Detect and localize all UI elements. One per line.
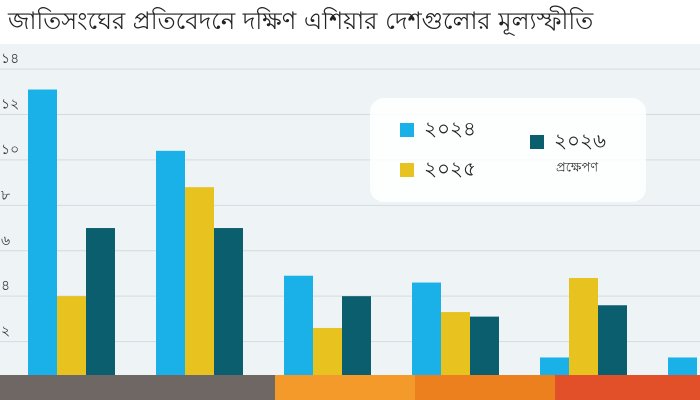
bar xyxy=(214,228,243,387)
y-tick-label: ৮ xyxy=(1,187,10,203)
bar xyxy=(28,89,57,387)
legend-swatch xyxy=(530,135,544,149)
bar xyxy=(569,278,598,387)
bar xyxy=(441,312,470,387)
y-tick-label: ৬ xyxy=(1,233,10,249)
legend-swatch xyxy=(400,123,414,137)
band xyxy=(415,375,555,400)
title-bar xyxy=(0,0,700,44)
bar xyxy=(598,305,627,387)
band xyxy=(0,375,275,400)
y-tick-label: ৪ xyxy=(1,278,10,294)
legend-label: ২০২৫ xyxy=(424,157,476,181)
bar xyxy=(412,282,441,387)
bar xyxy=(284,275,313,387)
bar xyxy=(57,296,86,387)
legend-label: ২০২৬ xyxy=(554,129,606,153)
legend-box xyxy=(370,98,646,202)
bar xyxy=(342,296,371,387)
bar xyxy=(156,150,185,387)
band xyxy=(275,375,415,400)
legend-swatch xyxy=(400,163,414,177)
chart-title: জাতিসংঘের প্রতিবেদনে দক্ষিণ এশিয়ার দেশগ… xyxy=(7,6,594,35)
legend-note: প্রক্ষেপণ xyxy=(556,161,599,176)
y-tick-label: ২ xyxy=(1,324,10,340)
bar xyxy=(185,187,214,387)
y-tick-label: ১০ xyxy=(1,142,19,158)
y-tick-label: ১৪ xyxy=(1,51,19,67)
band xyxy=(555,375,700,400)
y-tick-label: ১২ xyxy=(1,97,19,113)
bar xyxy=(86,228,115,387)
legend-label: ২০২৪ xyxy=(424,117,476,141)
